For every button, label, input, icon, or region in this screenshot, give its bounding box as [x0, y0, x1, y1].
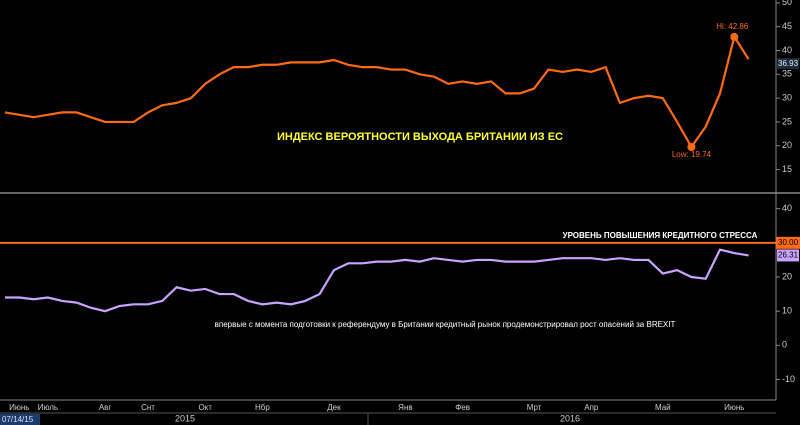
last-value-label: 26.31 [778, 251, 799, 260]
last-value-box [777, 249, 799, 262]
x-tick-label: Июль [38, 403, 58, 412]
year-label: 2015 [175, 413, 195, 423]
side-box [777, 58, 799, 69]
y-tick-label: 10 [782, 306, 792, 316]
x-tick-label: Июнь [9, 403, 29, 412]
series-line [4, 34, 750, 150]
high-label: Hi: 42.86 [716, 22, 749, 31]
y-tick-label: 25 [782, 116, 792, 126]
x-tick-label: Нбр [255, 403, 270, 412]
x-tick-label: Дек [327, 403, 341, 412]
y-tick-label: 30 [782, 92, 792, 102]
y-tick-label: 0 [782, 340, 787, 350]
x-tick-label: Окт [198, 403, 212, 412]
low-label: Low: 19.74 [672, 150, 712, 159]
threshold-label: 30.00 [778, 238, 799, 247]
y-tick-label: -10 [782, 374, 795, 384]
cursor-box [0, 414, 40, 425]
x-tick-label: Снт [141, 403, 155, 412]
x-tick-label: Янв [398, 403, 412, 412]
x-tick-label: Июнь [724, 403, 744, 412]
y-tick-label: 50 [782, 0, 792, 7]
y-tick-label: 45 [782, 21, 792, 31]
chart-title: ИНДЕКС ВЕРОЯТНОСТИ ВЫХОДА БРИТАНИИ ИЗ ЕС [277, 131, 563, 143]
side-label: 36.93 [778, 59, 799, 68]
x-tick-label: Мрт [527, 403, 542, 412]
y-tick-label: 15 [782, 164, 792, 174]
series-line [5, 248, 749, 313]
threshold-text: УРОВЕНЬ ПОВЫШЕНИЯ КРЕДИТНОГО СТРЕССА [563, 231, 758, 240]
cursor-label: 07/14/15 [2, 415, 34, 424]
x-tick-label: Апр [584, 403, 599, 412]
threshold-box [776, 236, 800, 249]
y-tick-label: 40 [782, 203, 792, 213]
y-tick-label: 20 [782, 140, 792, 150]
year-label: 2016 [560, 413, 580, 423]
y-tick-label: 35 [782, 69, 792, 79]
x-tick-label: Фев [455, 403, 470, 412]
low-marker [687, 142, 696, 151]
y-tick-label: 40 [782, 45, 792, 55]
high-marker [730, 32, 739, 41]
y-tick-label: 20 [782, 271, 792, 281]
annotation: впервые с момента подготовки к референду… [215, 320, 676, 329]
x-tick-label: Май [655, 403, 671, 412]
x-tick-label: Авг [99, 403, 112, 412]
